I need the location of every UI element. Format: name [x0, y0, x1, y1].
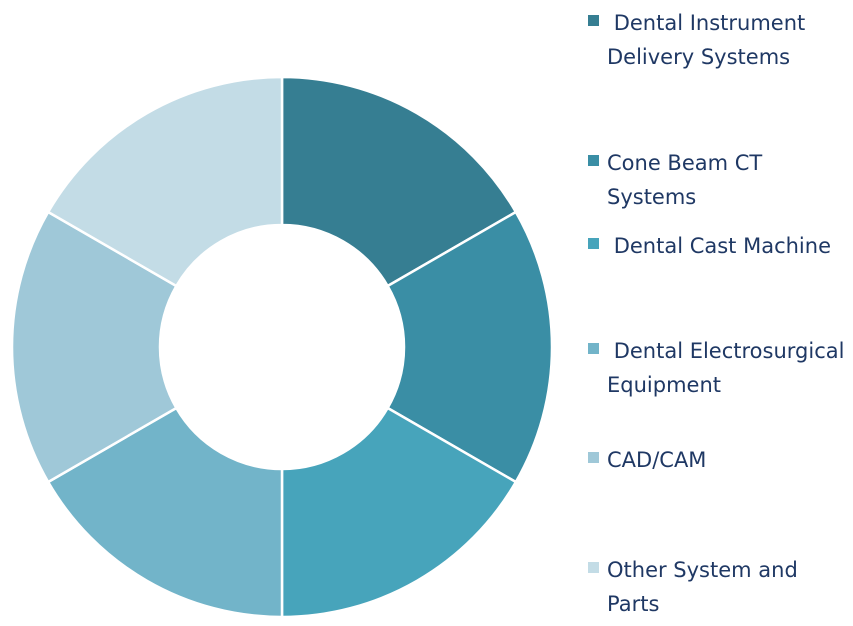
legend-item: Dental Electrosurgical Equipment: [588, 334, 850, 402]
donut-segment: [385, 210, 554, 484]
legend-item: Cone Beam CT Systems: [588, 146, 850, 214]
legend-swatch: [588, 155, 599, 166]
donut-segment: [46, 406, 284, 619]
legend-label: CAD/CAM: [607, 448, 707, 472]
donut-segment: [280, 75, 518, 288]
chart: [10, 75, 554, 619]
legend-swatch: [588, 452, 599, 463]
legend-item: CAD/CAM: [588, 443, 850, 477]
legend-swatch: [588, 238, 599, 249]
legend-label: Other System and Parts: [607, 558, 805, 616]
donut-segment: [280, 406, 518, 619]
legend-label: Dental Electrosurgical Equipment: [607, 339, 852, 397]
legend-label: Cone Beam CT Systems: [607, 151, 769, 209]
legend-swatch: [588, 343, 599, 354]
legend-label: Dental Cast Machine: [607, 234, 831, 258]
donut-segment: [46, 75, 284, 288]
legend-item: Dental Cast Machine: [588, 229, 850, 263]
legend-item: Dental Instrument Delivery Systems: [588, 6, 850, 74]
legend-label: Dental Instrument Delivery Systems: [607, 11, 812, 69]
legend-swatch: [588, 562, 599, 573]
donut-segment: [10, 210, 179, 484]
legend-swatch: [588, 15, 599, 26]
legend-item: Other System and Parts: [588, 553, 850, 621]
